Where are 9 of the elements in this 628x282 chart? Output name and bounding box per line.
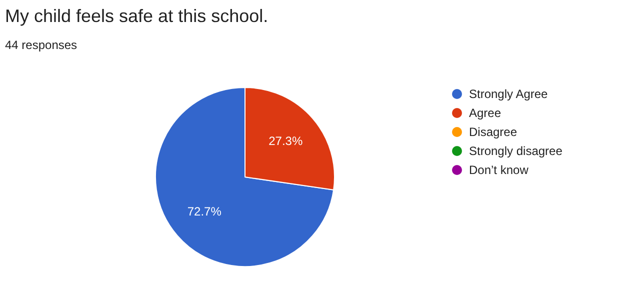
legend-label: Disagree — [469, 124, 518, 138]
legend-label: Strongly Agree — [469, 86, 548, 100]
data-label: 72.7% — [187, 204, 222, 218]
chart-title: My child feels safe at this school. — [5, 6, 268, 27]
legend-label: Don’t know — [469, 162, 528, 176]
legend-label: Agree — [469, 106, 502, 120]
data-label: 27.3% — [268, 134, 303, 148]
legend-label: Strongly disagree — [469, 144, 562, 158]
text: 44 responses — [5, 38, 78, 52]
